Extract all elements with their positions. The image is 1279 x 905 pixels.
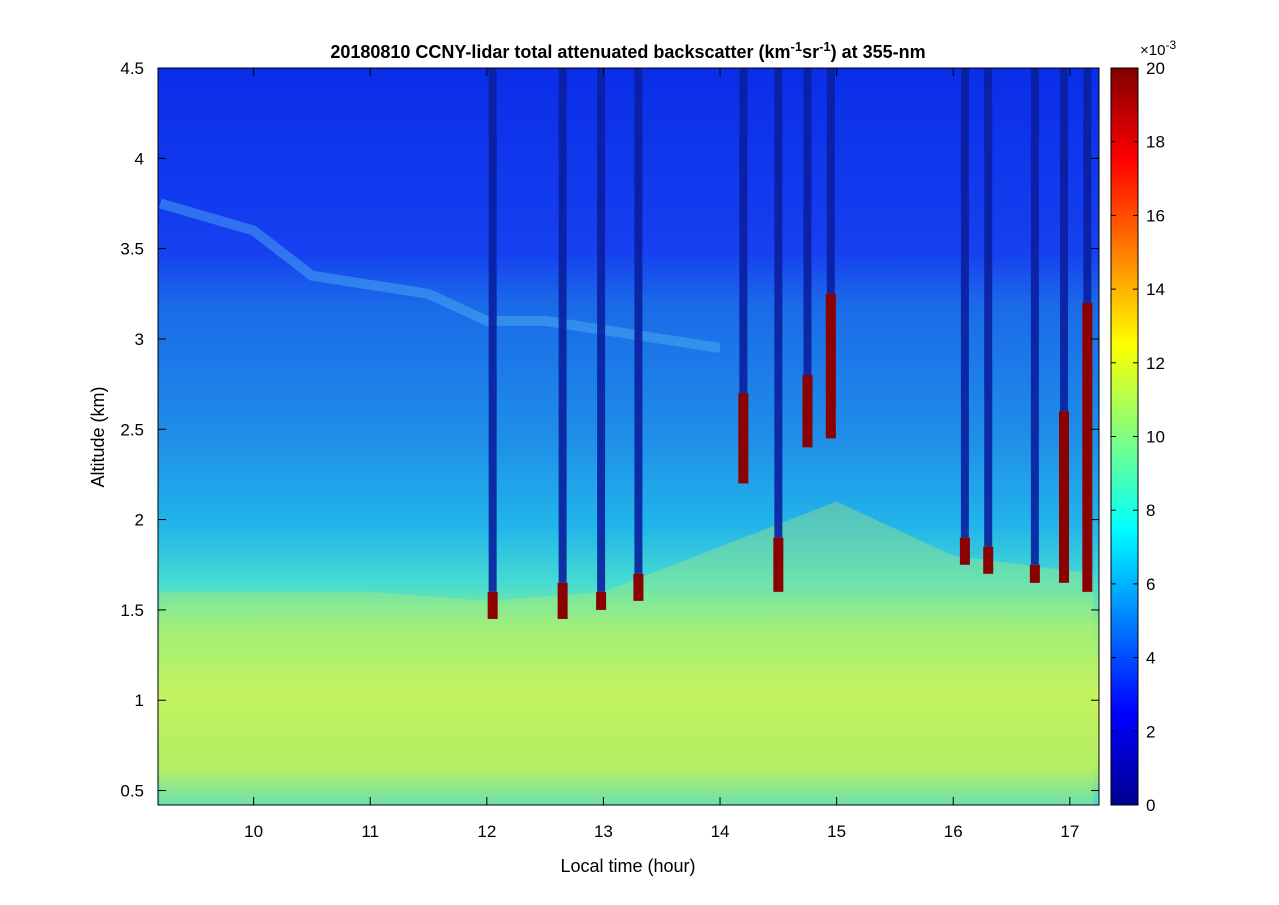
y-tick-label: 1.5 [120, 601, 144, 620]
attenuation-column [739, 68, 748, 394]
cloud-return [487, 591, 498, 619]
x-axis-label: Local time (hour) [560, 856, 695, 876]
cloud-return [1059, 411, 1070, 583]
attenuation-column [488, 68, 497, 592]
colorbar-tick-label: 16 [1146, 206, 1165, 225]
colorbar: 0 2 4 6 8 10 12 14 16 18 20 ×10-3 [1110, 38, 1176, 815]
colorbar-tick-label: 8 [1146, 501, 1155, 520]
attenuation-column [558, 68, 567, 583]
colorbar-tick-label: 2 [1146, 722, 1155, 741]
cloud-return [983, 546, 994, 574]
attenuation-column [960, 68, 969, 538]
x-tick-label: 12 [477, 822, 496, 841]
aerosol-layers [158, 198, 1094, 805]
chart-title: 20180810 CCNY-lidar total attenuated bac… [330, 39, 925, 62]
cloud-return [1082, 302, 1093, 592]
colorbar-tick-label: 14 [1146, 280, 1165, 299]
attenuation-column [774, 68, 783, 538]
y-tick-label: 2.5 [120, 420, 144, 439]
attenuation-column [984, 68, 993, 547]
cloud-return [596, 591, 607, 610]
cloud-return [633, 573, 644, 601]
y-axis-ticks: 0.5 1 1.5 2 2.5 3 3.5 4 4.5 [120, 59, 1099, 801]
colorbar-tick-label: 10 [1146, 428, 1165, 447]
cloud-return [557, 582, 568, 619]
plot-area [158, 68, 1099, 805]
attenuation-column [634, 68, 643, 574]
colorbar-tick-label: 20 [1146, 59, 1165, 78]
y-tick-label: 4.5 [120, 59, 144, 78]
y-tick-label: 2 [135, 511, 144, 530]
attenuation-column [1030, 68, 1039, 565]
attenuation-column [1083, 68, 1092, 303]
x-tick-label: 15 [827, 822, 846, 841]
cloud-return [802, 375, 813, 448]
y-tick-label: 4 [135, 149, 144, 168]
elevated-aerosol-layer [158, 198, 721, 353]
cloud-return [825, 293, 836, 439]
attenuation-column [826, 68, 835, 294]
rain-attenuation-columns [488, 68, 1092, 592]
y-axis-label: Altitude (km) [88, 386, 108, 487]
colorbar-multiplier: ×10-3 [1140, 38, 1176, 59]
boundary-layer-region [160, 501, 1094, 805]
colorbar-tick-label: 6 [1146, 575, 1155, 594]
colorbar-tick-label: 12 [1146, 354, 1165, 373]
colorbar-tick-label: 4 [1146, 649, 1155, 668]
colorbar-tick-label: 0 [1146, 796, 1155, 815]
x-tick-label: 16 [944, 822, 963, 841]
x-tick-label: 14 [711, 822, 730, 841]
attenuation-column [1060, 68, 1069, 412]
x-axis-ticks: 10 11 12 13 14 15 16 17 [244, 68, 1079, 841]
y-tick-label: 3 [135, 330, 144, 349]
x-tick-label: 17 [1060, 822, 1079, 841]
colorbar-ticks: 0 2 4 6 8 10 12 14 16 18 20 [1111, 59, 1165, 815]
attenuation-column [803, 68, 812, 376]
x-tick-label: 13 [594, 822, 613, 841]
cloud-return [959, 537, 970, 565]
x-tick-label: 10 [244, 822, 263, 841]
plot-frame [157, 67, 1100, 806]
y-tick-label: 3.5 [120, 240, 144, 259]
cloud-return [738, 393, 749, 484]
y-tick-label: 1 [135, 691, 144, 710]
cloud-return [1029, 564, 1040, 583]
backscatter-field [158, 68, 1099, 805]
attenuation-column [597, 68, 606, 592]
colorbar-tick-label: 18 [1146, 133, 1165, 152]
cloud-return [773, 537, 784, 592]
y-tick-label: 0.5 [120, 782, 144, 801]
cloud-returns [487, 293, 1093, 619]
x-tick-label: 11 [361, 822, 379, 841]
